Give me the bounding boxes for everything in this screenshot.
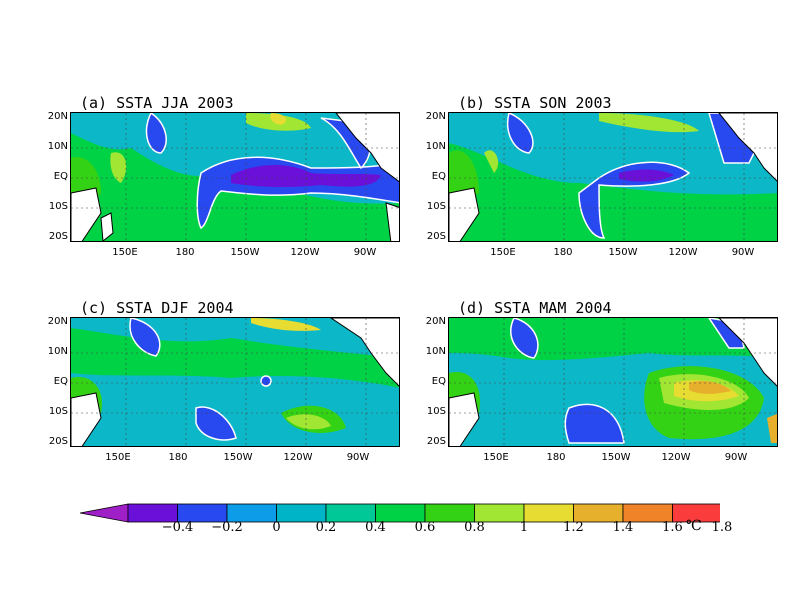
lat-label: 10S [48,201,68,212]
colorbar-tick-label: 0.4 [365,520,386,535]
colorbar-tick-label: 0.2 [315,520,337,535]
lat-label: 10S [426,201,446,212]
lon-label: 180 [168,452,188,463]
lon-label: 150W [601,452,631,463]
lat-label: 20S [426,436,446,447]
lat-label: 10N [425,141,446,152]
colorbar-tick-label: 1.6 [662,520,683,535]
colorbar-tick-label: 1 [519,520,529,535]
lon-label: 90W [731,247,755,258]
lon-label: 180 [553,247,573,258]
lat-label: 20S [48,436,68,447]
colorbar-box [672,503,720,523]
lat-label: 20S [426,231,446,242]
colorbar-unit: ℃ [686,518,702,534]
map-panel-d [448,317,778,447]
lat-label: 20N [425,111,446,122]
colorbar-tick-label: −0.4 [161,520,194,535]
colorbar-tick-label: 0.6 [414,520,436,535]
map-panel-a [70,112,400,242]
lat-label: 10N [47,346,68,357]
colorbar [80,503,720,523]
panel-title: (c) SSTA DJF 2004 [80,299,234,317]
lat-label: EQ [53,171,68,182]
lon-label: 150E [105,452,131,463]
colorbar-tick-label: 1.2 [563,520,584,535]
lon-label: 120W [668,247,698,258]
colorbar-tick-label: 1.4 [612,520,634,535]
colorbar-tick-label: 0.8 [464,520,485,535]
lon-label: 150E [483,452,509,463]
map-panel-b [448,112,778,242]
colorbar-min-triangle [80,503,129,523]
lat-label: 10S [426,406,446,417]
lon-label: 90W [346,452,370,463]
lon-label: 90W [724,452,748,463]
lon-label: 180 [175,247,195,258]
lat-label: 20N [47,111,68,122]
lat-label: 10N [47,141,68,152]
lon-label: 120W [661,452,691,463]
lat-label: 20S [48,231,68,242]
lat-label: 20N [47,316,68,327]
lon-label: 90W [353,247,377,258]
colorbar-tick-label: −0.2 [211,520,243,535]
lat-label: 10S [48,406,68,417]
lon-label: 150W [608,247,638,258]
colorbar-tick-label: 1.8 [711,520,733,535]
lon-label: 180 [546,452,566,463]
lon-label: 150W [230,247,260,258]
lat-label: 20N [425,316,446,327]
lon-label: 150E [112,247,138,258]
lat-label: EQ [431,171,446,182]
lon-label: 120W [283,452,313,463]
lat-label: EQ [431,376,446,387]
lat-label: 10N [425,346,446,357]
panel-title: (d) SSTA MAM 2004 [458,299,612,317]
colorbar-tick-label: 0 [272,520,281,535]
lat-label: EQ [53,376,68,387]
lon-label: 150E [490,247,516,258]
panel-title: (a) SSTA JJA 2003 [80,94,234,112]
lon-label: 120W [290,247,320,258]
lon-label: 150W [223,452,253,463]
panel-title: (b) SSTA SON 2003 [458,94,612,112]
map-panel-c [70,317,400,447]
